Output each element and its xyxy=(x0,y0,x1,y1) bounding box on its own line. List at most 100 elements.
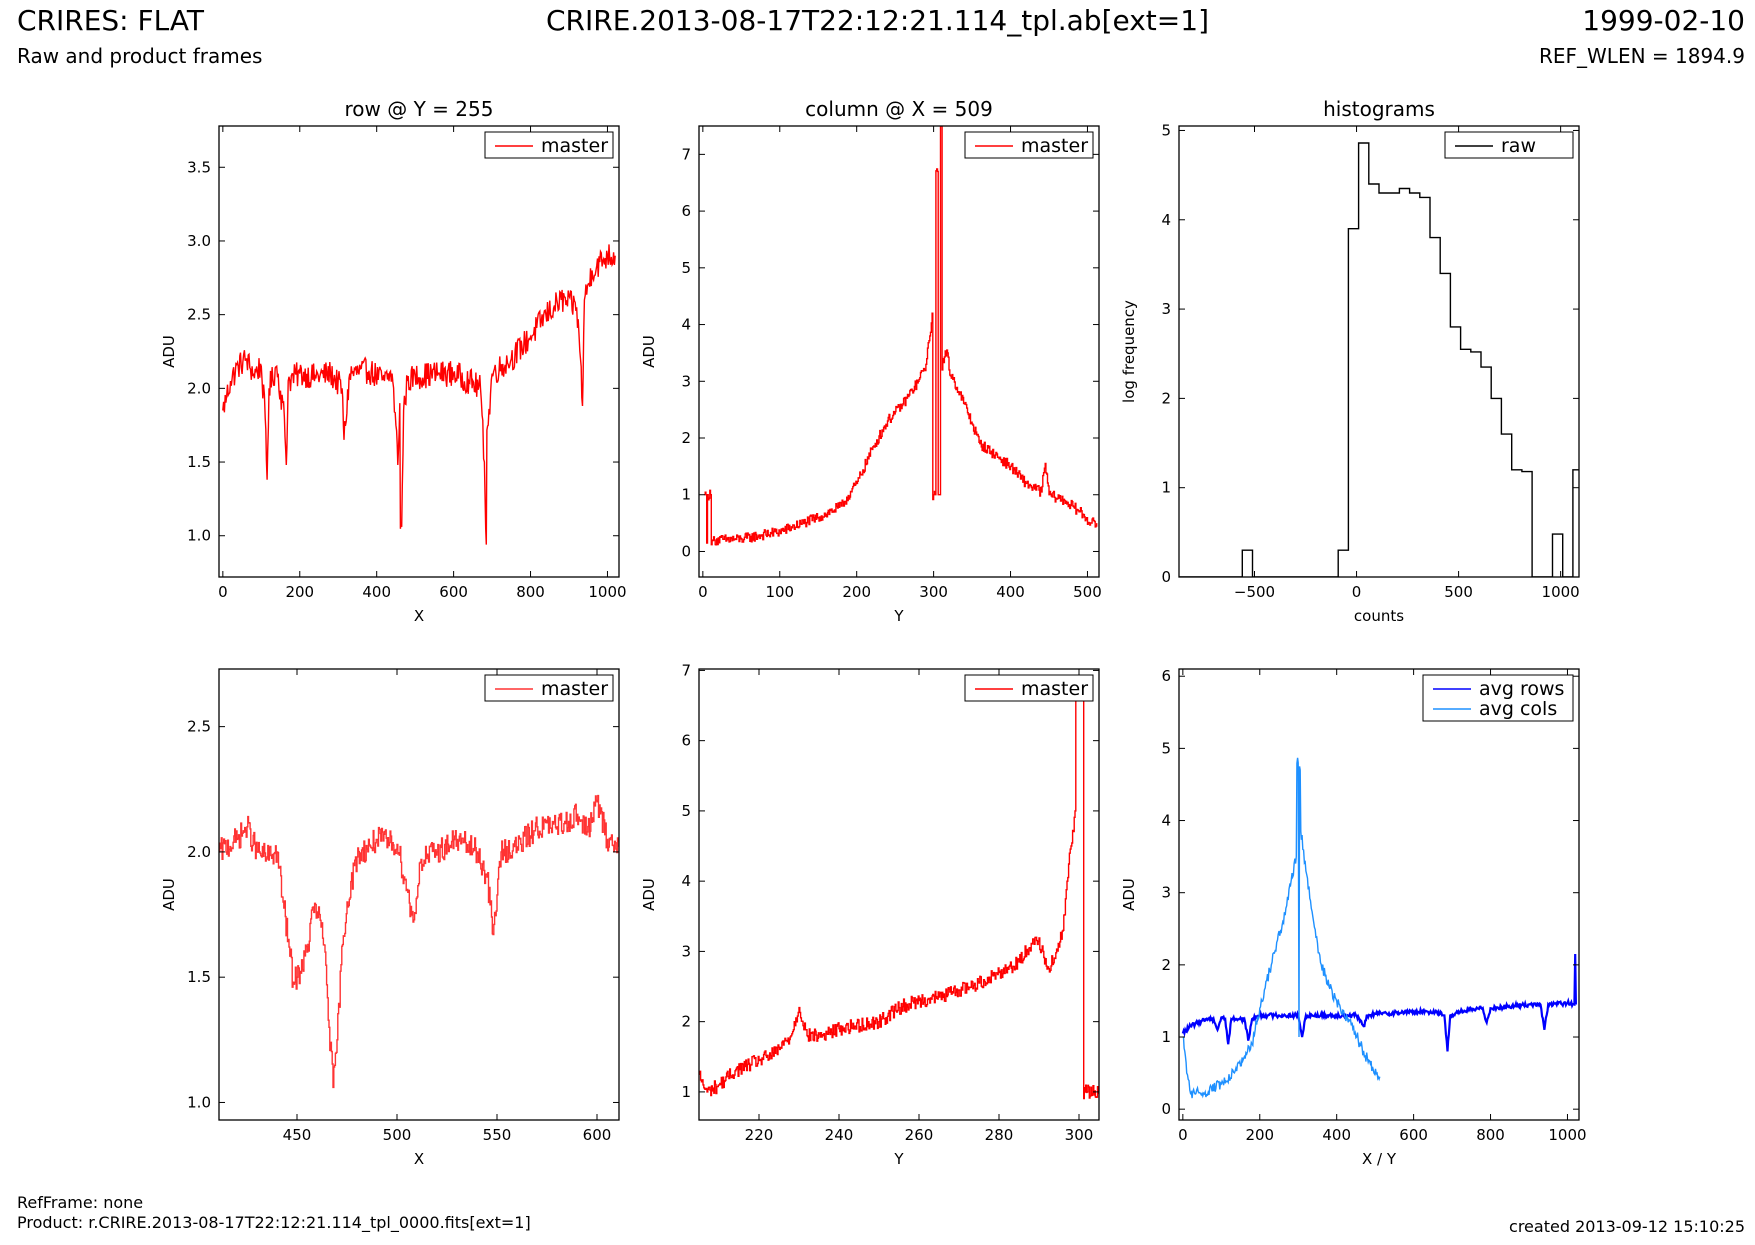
chart-p1: row @ Y = 255 0 200 400 600 800 1000 1.0 1.5 2.0 2… xyxy=(160,97,627,625)
series-group xyxy=(222,244,616,545)
x-tick-label: 800 xyxy=(516,583,545,601)
y-tick-label: 1 xyxy=(1161,1028,1171,1046)
series-group xyxy=(1181,757,1577,1099)
plot-frame xyxy=(218,125,620,578)
page-subtitle: Raw and product frames xyxy=(17,44,263,68)
x-tick-label: 0 xyxy=(1352,583,1362,601)
x-tick-label: 0 xyxy=(698,583,708,601)
x-axis-label: X / Y xyxy=(1362,1150,1397,1168)
legend: master xyxy=(484,674,614,702)
y-tick-label: 2.5 xyxy=(187,306,211,324)
page-title: CRIRES: FLAT xyxy=(17,4,204,37)
product-label: Product: r.CRIRE.2013-08-17T22:12:21.114… xyxy=(17,1213,531,1232)
legend-label: master xyxy=(541,135,608,157)
x-axis-label: counts xyxy=(1354,607,1404,625)
series-line-master xyxy=(699,684,1099,1100)
x-tick-label: 500 xyxy=(1073,583,1102,601)
y-tick-label: 4 xyxy=(681,872,691,890)
y-tick-label: 1 xyxy=(1161,479,1171,497)
chart-title: histograms xyxy=(1323,97,1435,121)
plot-frame xyxy=(698,125,1100,578)
y-tick-label: 1 xyxy=(681,1083,691,1101)
y-axis-label: log frequency xyxy=(1120,300,1138,403)
legend-label: raw xyxy=(1501,135,1536,157)
y-tick-label: 1.5 xyxy=(187,968,211,986)
legend-label: master xyxy=(1021,135,1088,157)
y-tick-label: 5 xyxy=(1161,739,1171,757)
x-tick-label: 200 xyxy=(285,583,314,601)
y-tick-label: 2.0 xyxy=(187,379,211,397)
x-tick-label: 300 xyxy=(1065,1126,1094,1144)
x-axis-label: X xyxy=(414,607,424,625)
legend-box xyxy=(484,131,614,159)
y-tick-label: 3 xyxy=(681,372,691,390)
legend: master xyxy=(484,131,614,159)
x-tick-label: 800 xyxy=(1476,1126,1505,1144)
y-tick-label: 5 xyxy=(1161,121,1171,139)
x-axis-label: Y xyxy=(893,1150,904,1168)
x-tick-label: 400 xyxy=(362,583,391,601)
x-tick-label: 600 xyxy=(439,583,468,601)
plot-frame xyxy=(698,668,1100,1121)
x-tick-label: 500 xyxy=(383,1126,412,1144)
y-tick-label: 4 xyxy=(1161,211,1171,229)
frame-filename-title: CRIRE.2013-08-17T22:12:21.114_tpl.ab[ext… xyxy=(545,4,1209,37)
x-tick-label: 300 xyxy=(919,583,948,601)
y-tick-label: 2 xyxy=(1161,389,1171,407)
y-tick-label: 2 xyxy=(681,1013,691,1031)
legend: raw xyxy=(1444,131,1574,159)
x-tick-label: 400 xyxy=(996,583,1025,601)
chart-title: row @ Y = 255 xyxy=(345,97,494,121)
x-tick-label: 240 xyxy=(825,1126,854,1144)
series-group xyxy=(699,684,1099,1100)
y-tick-label: 2.0 xyxy=(187,843,211,861)
legend: master xyxy=(964,674,1094,702)
legend-label: master xyxy=(541,678,608,700)
y-tick-label: 5 xyxy=(681,259,691,277)
y-axis-label: ADU xyxy=(640,878,658,911)
legend-box xyxy=(964,131,1094,159)
x-tick-label: 500 xyxy=(1444,583,1473,601)
y-tick-label: 7 xyxy=(681,661,691,679)
legend-box xyxy=(1444,131,1574,159)
x-tick-label: 1000 xyxy=(588,583,626,601)
x-tick-label: 100 xyxy=(765,583,794,601)
legend-label: avg cols xyxy=(1479,698,1557,720)
plot-frame xyxy=(218,668,620,1121)
x-tick-label: 200 xyxy=(842,583,871,601)
legend-box xyxy=(1422,674,1574,722)
x-axis-label: X xyxy=(414,1150,424,1168)
x-tick-label: 1000 xyxy=(1548,1126,1586,1144)
x-tick-label: 450 xyxy=(283,1126,312,1144)
series-group xyxy=(704,126,1098,546)
y-axis-label: ADU xyxy=(1120,878,1138,911)
legend-box xyxy=(484,674,614,702)
plot-frame xyxy=(1178,125,1580,578)
x-tick-label: 600 xyxy=(583,1126,612,1144)
y-tick-label: 0 xyxy=(1161,1100,1171,1118)
chart-p4: 450 500 550 600 1.0 1.5 2.0 2.5 X ADU master xyxy=(160,668,620,1168)
x-tick-label: 260 xyxy=(905,1126,934,1144)
series-line-avg-rows xyxy=(1181,953,1577,1052)
y-tick-label: 4 xyxy=(1161,812,1171,830)
x-tick-label: 200 xyxy=(1245,1126,1274,1144)
y-tick-label: 7 xyxy=(681,145,691,163)
legend-label: avg rows xyxy=(1479,678,1564,700)
series-line-master xyxy=(704,126,1098,546)
chart-p3: histograms −500 0 500 1000 0 1 2 3 4 5 counts log fr… xyxy=(1120,97,1580,625)
x-tick-label: 280 xyxy=(985,1126,1014,1144)
x-tick-label: 550 xyxy=(483,1126,512,1144)
y-tick-label: 3.5 xyxy=(187,158,211,176)
x-tick-label: 400 xyxy=(1322,1126,1351,1144)
y-tick-label: 6 xyxy=(681,202,691,220)
series-line-raw xyxy=(1179,142,1579,577)
chart-p5: 220 240 260 280 300 1 2 3 4 5 6 7 Y ADU master xyxy=(640,661,1100,1168)
series-line-master xyxy=(222,244,616,545)
y-axis-label: ADU xyxy=(640,335,658,368)
series-group xyxy=(1179,142,1579,577)
x-tick-label: −500 xyxy=(1234,583,1275,601)
ref-frame-label: RefFrame: none xyxy=(17,1193,144,1212)
chart-title: column @ X = 509 xyxy=(805,97,993,121)
